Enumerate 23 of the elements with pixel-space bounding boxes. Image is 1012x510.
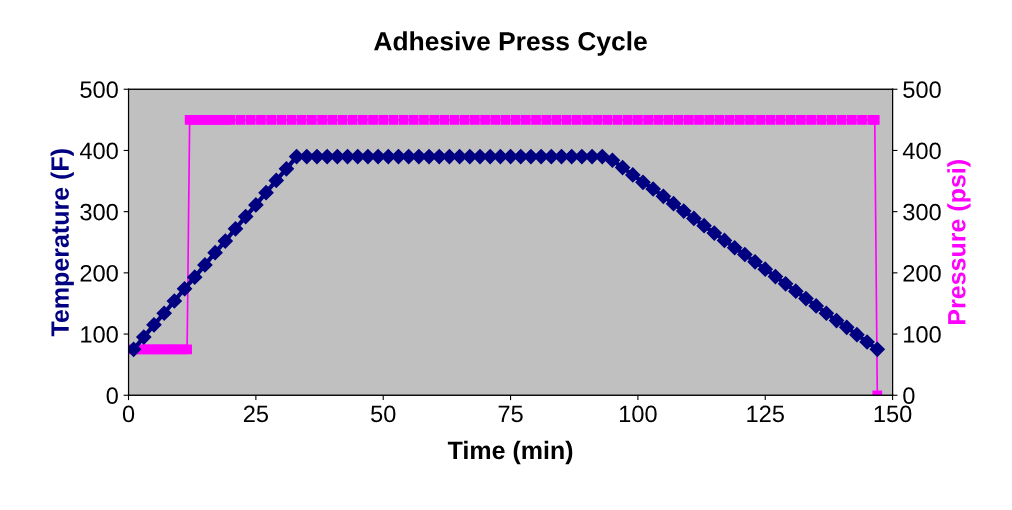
y2-axis-title: Pressure (psi) [947,160,971,324]
y-axis-title: Temperature (F) [50,149,74,337]
x-tick-label: 150 [874,405,912,423]
y2-tick-label: 500 [903,81,941,99]
x-tick-label: 125 [747,405,784,423]
y2-tick-label: 200 [903,264,941,282]
x-tick-label: 100 [620,405,657,423]
x-axis-title: Time (min) [447,440,573,465]
y-tick-label: 500 [80,81,118,99]
y-tick-label: 300 [80,203,118,221]
x-tick-label: 50 [371,405,396,423]
x-tick-label: 75 [498,405,523,423]
y2-tick-label: 0 [903,387,915,405]
y-tick-label: 100 [81,326,118,343]
x-tick-label: 25 [243,405,269,423]
chart-title: Adhesive Press Cycle [374,31,647,56]
y2-tick-label: 100 [904,326,941,343]
y-tick-label: 400 [79,142,118,160]
y-tick-label: 0 [106,387,118,405]
y2-tick-label: 400 [902,142,941,160]
y-tick-label: 200 [80,264,118,282]
x-tick-label: 0 [122,405,135,423]
y2-tick-label: 300 [903,203,941,221]
